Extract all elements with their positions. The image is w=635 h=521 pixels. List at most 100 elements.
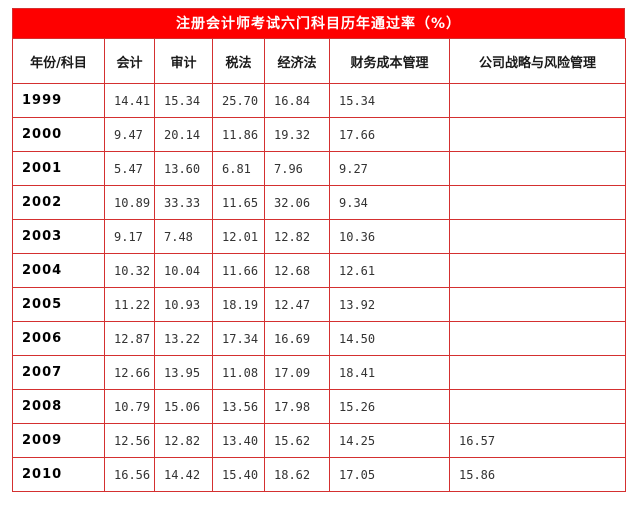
value-cell: 6.81 <box>212 151 265 186</box>
value-cell: 13.95 <box>154 355 213 390</box>
value-cell <box>449 185 626 220</box>
column-header-accounting: 会计 <box>104 38 155 84</box>
value-cell: 12.61 <box>329 253 450 288</box>
table-row: 2006 12.87 13.22 17.34 16.69 14.50 <box>12 321 626 356</box>
table-row: 2009 12.56 12.82 13.40 15.62 14.25 16.57 <box>12 423 626 458</box>
value-cell: 9.34 <box>329 185 450 220</box>
year-cell: 2009 <box>12 423 105 458</box>
value-cell: 17.66 <box>329 117 450 152</box>
value-cell <box>449 151 626 186</box>
value-cell: 17.34 <box>212 321 265 356</box>
value-cell: 10.93 <box>154 287 213 322</box>
column-header-tax-law: 税法 <box>212 38 265 84</box>
year-cell: 2010 <box>12 457 105 492</box>
value-cell: 14.42 <box>154 457 213 492</box>
value-cell <box>449 219 626 254</box>
value-cell: 15.40 <box>212 457 265 492</box>
value-cell <box>449 287 626 322</box>
value-cell: 12.47 <box>264 287 330 322</box>
table-row: 1999 14.41 15.34 25.70 16.84 15.34 <box>12 83 626 118</box>
value-cell: 7.48 <box>154 219 213 254</box>
value-cell: 5.47 <box>104 151 155 186</box>
value-cell: 9.27 <box>329 151 450 186</box>
table-row: 2004 10.32 10.04 11.66 12.68 12.61 <box>12 253 626 288</box>
year-cell: 2003 <box>12 219 105 254</box>
value-cell: 12.87 <box>104 321 155 356</box>
value-cell: 18.62 <box>264 457 330 492</box>
value-cell: 13.22 <box>154 321 213 356</box>
year-cell: 2004 <box>12 253 105 288</box>
value-cell: 16.57 <box>449 423 626 458</box>
table-row: 2002 10.89 33.33 11.65 32.06 9.34 <box>12 185 626 220</box>
value-cell: 13.40 <box>212 423 265 458</box>
value-cell: 15.06 <box>154 389 213 424</box>
value-cell: 12.01 <box>212 219 265 254</box>
value-cell: 10.89 <box>104 185 155 220</box>
value-cell: 11.86 <box>212 117 265 152</box>
value-cell: 18.19 <box>212 287 265 322</box>
pass-rate-table-container: 注册会计师考试六门科目历年通过率（%） 年份/科目 会计 审计 税法 经济法 财… <box>12 8 626 492</box>
value-cell: 15.34 <box>329 83 450 118</box>
value-cell: 16.84 <box>264 83 330 118</box>
value-cell: 9.47 <box>104 117 155 152</box>
value-cell <box>449 253 626 288</box>
value-cell: 12.68 <box>264 253 330 288</box>
value-cell: 11.66 <box>212 253 265 288</box>
value-cell: 16.56 <box>104 457 155 492</box>
value-cell: 13.60 <box>154 151 213 186</box>
year-cell: 2006 <box>12 321 105 356</box>
value-cell <box>449 83 626 118</box>
value-cell: 10.36 <box>329 219 450 254</box>
value-cell: 10.79 <box>104 389 155 424</box>
pass-rate-table: 年份/科目 会计 审计 税法 经济法 财务成本管理 公司战略与风险管理 1999… <box>12 38 626 492</box>
year-cell: 1999 <box>12 83 105 118</box>
value-cell: 17.98 <box>264 389 330 424</box>
value-cell: 11.08 <box>212 355 265 390</box>
table-row: 2010 16.56 14.42 15.40 18.62 17.05 15.86 <box>12 457 626 492</box>
value-cell: 12.66 <box>104 355 155 390</box>
value-cell: 12.82 <box>154 423 213 458</box>
value-cell: 7.96 <box>264 151 330 186</box>
year-cell: 2005 <box>12 287 105 322</box>
table-row: 2000 9.47 20.14 11.86 19.32 17.66 <box>12 117 626 152</box>
value-cell <box>449 389 626 424</box>
column-header-auditing: 审计 <box>154 38 213 84</box>
value-cell: 15.26 <box>329 389 450 424</box>
table-body: 1999 14.41 15.34 25.70 16.84 15.34 2000 9.47 20.… <box>12 83 626 492</box>
table-row: 2001 5.47 13.60 6.81 7.96 9.27 <box>12 151 626 186</box>
year-cell: 2001 <box>12 151 105 186</box>
table-row: 2003 9.17 7.48 12.01 12.82 10.36 <box>12 219 626 254</box>
table-row: 2008 10.79 15.06 13.56 17.98 15.26 <box>12 389 626 424</box>
value-cell: 16.69 <box>264 321 330 356</box>
value-cell: 14.41 <box>104 83 155 118</box>
year-cell: 2000 <box>12 117 105 152</box>
year-cell: 2007 <box>12 355 105 390</box>
column-header-economic-law: 经济法 <box>264 38 330 84</box>
value-cell: 17.05 <box>329 457 450 492</box>
value-cell: 10.04 <box>154 253 213 288</box>
value-cell: 15.86 <box>449 457 626 492</box>
table-row: 2005 11.22 10.93 18.19 12.47 13.92 <box>12 287 626 322</box>
value-cell: 17.09 <box>264 355 330 390</box>
value-cell <box>449 117 626 152</box>
value-cell: 11.65 <box>212 185 265 220</box>
year-cell: 2008 <box>12 389 105 424</box>
table-row: 2007 12.66 13.95 11.08 17.09 18.41 <box>12 355 626 390</box>
column-header-year-subject: 年份/科目 <box>12 38 105 84</box>
value-cell: 25.70 <box>212 83 265 118</box>
value-cell: 15.34 <box>154 83 213 118</box>
column-header-financial-cost-management: 财务成本管理 <box>329 38 450 84</box>
value-cell: 32.06 <box>264 185 330 220</box>
value-cell: 13.56 <box>212 389 265 424</box>
value-cell: 11.22 <box>104 287 155 322</box>
value-cell: 12.56 <box>104 423 155 458</box>
year-cell: 2002 <box>12 185 105 220</box>
value-cell <box>449 321 626 356</box>
value-cell: 20.14 <box>154 117 213 152</box>
value-cell: 18.41 <box>329 355 450 390</box>
table-title: 注册会计师考试六门科目历年通过率（%） <box>12 8 625 38</box>
value-cell: 10.32 <box>104 253 155 288</box>
value-cell: 15.62 <box>264 423 330 458</box>
value-cell: 9.17 <box>104 219 155 254</box>
